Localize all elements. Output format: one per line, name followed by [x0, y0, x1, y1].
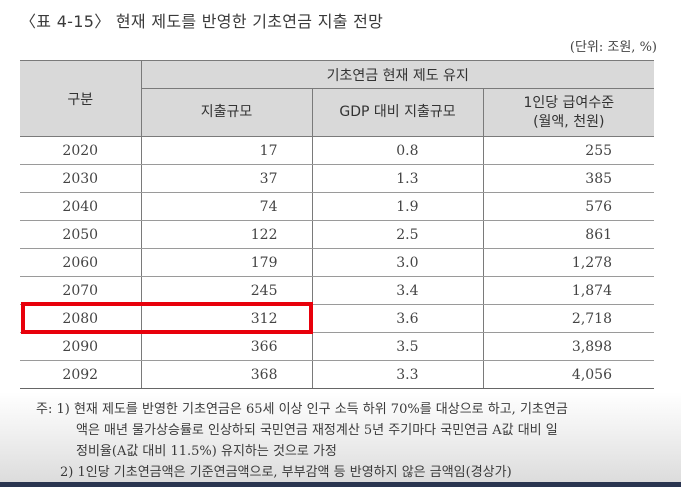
table-title: 〈표 4-15〉 현재 제도를 반영한 기초연금 지출 전망	[20, 12, 384, 31]
cell-spending: 368	[140, 360, 313, 389]
cell-year: 2020	[20, 136, 142, 165]
table-row: 2020 17 0.8 255	[20, 136, 655, 165]
header-per-capita-line2: (월액, 천원)	[533, 113, 605, 130]
cell-year: 2040	[20, 192, 142, 221]
footnotes: 주: 1) 현재 제도를 반영한 기초연금은 65세 이상 인구 소득 하위 7…	[0, 392, 681, 482]
table-row: 2090 366 3.5 3,898	[20, 332, 655, 361]
table-row-highlighted: 2080 312 3.6 2,718	[20, 304, 655, 333]
cell-gdp-ratio: 3.0	[311, 248, 484, 277]
cell-spending: 37	[140, 164, 313, 193]
cell-gdp-ratio: 3.5	[311, 332, 484, 361]
cell-per-capita: 3,898	[482, 332, 655, 361]
cell-gdp-ratio: 3.4	[311, 276, 484, 305]
unit-label: (단위: 조원, %)	[569, 40, 657, 55]
cell-per-capita: 385	[482, 164, 655, 193]
table-row: 2040 74 1.9 576	[20, 192, 655, 221]
cell-year: 2080	[20, 304, 142, 333]
cell-per-capita: 1,874	[482, 276, 655, 305]
cell-year: 2030	[20, 164, 142, 193]
cell-per-capita: 576	[482, 192, 655, 221]
footnote-line-1: 주: 1) 현재 제도를 반영한 기초연금은 65세 이상 인구 소득 하위 7…	[36, 402, 568, 417]
header-group: 기초연금 현재 제도 유지	[140, 60, 655, 89]
header-per-capita: 1인당 급여수준 (월액, 천원)	[482, 88, 655, 137]
cell-year: 2092	[20, 360, 142, 389]
cell-per-capita: 255	[482, 136, 655, 165]
cell-spending: 245	[140, 276, 313, 305]
header-category: 구분	[20, 60, 142, 137]
cell-per-capita: 4,056	[482, 360, 655, 389]
footnote-line-4: 2) 1인당 기초연금액은 기준연금액으로, 부부감액 등 반영하지 않은 금액…	[60, 465, 512, 480]
bottom-bar	[0, 482, 681, 487]
cell-year: 2090	[20, 332, 142, 361]
cell-spending: 17	[140, 136, 313, 165]
cell-per-capita: 2,718	[482, 304, 655, 333]
cell-spending: 179	[140, 248, 313, 277]
cell-year: 2070	[20, 276, 142, 305]
cell-gdp-ratio: 0.8	[311, 136, 484, 165]
table-row: 2060 179 3.0 1,278	[20, 248, 655, 277]
footnote-line-2: 액은 매년 물가상승률로 인상하되 국민연금 재정계산 5년 주기마다 국민연금…	[76, 423, 558, 438]
header-per-capita-line1: 1인당 급여수준	[523, 94, 615, 111]
cell-gdp-ratio: 3.3	[311, 360, 484, 389]
cell-spending: 74	[140, 192, 313, 221]
header-spending: 지출규모	[140, 88, 313, 137]
cell-gdp-ratio: 3.6	[311, 304, 484, 333]
footnote-line-3: 정비율(A값 대비 11.5%) 유지하는 것으로 가정	[76, 444, 337, 459]
cell-spending: 312	[140, 304, 313, 333]
table-row: 2030 37 1.3 385	[20, 164, 655, 193]
cell-year: 2060	[20, 248, 142, 277]
table-row: 2050 122 2.5 861	[20, 220, 655, 249]
cell-per-capita: 1,278	[482, 248, 655, 277]
cell-spending: 366	[140, 332, 313, 361]
table-row: 2092 368 3.3 4,056	[20, 360, 655, 389]
cell-year: 2050	[20, 220, 142, 249]
cell-gdp-ratio: 1.3	[311, 164, 484, 193]
pension-projection-table: 구분 기초연금 현재 제도 유지 지출규모 GDP 대비 지출규모 1인당 급여…	[20, 60, 655, 389]
cell-per-capita: 861	[482, 220, 655, 249]
table-row: 2070 245 3.4 1,874	[20, 276, 655, 305]
header-gdp-ratio: GDP 대비 지출규모	[311, 88, 484, 137]
cell-gdp-ratio: 1.9	[311, 192, 484, 221]
cell-spending: 122	[140, 220, 313, 249]
cell-gdp-ratio: 2.5	[311, 220, 484, 249]
